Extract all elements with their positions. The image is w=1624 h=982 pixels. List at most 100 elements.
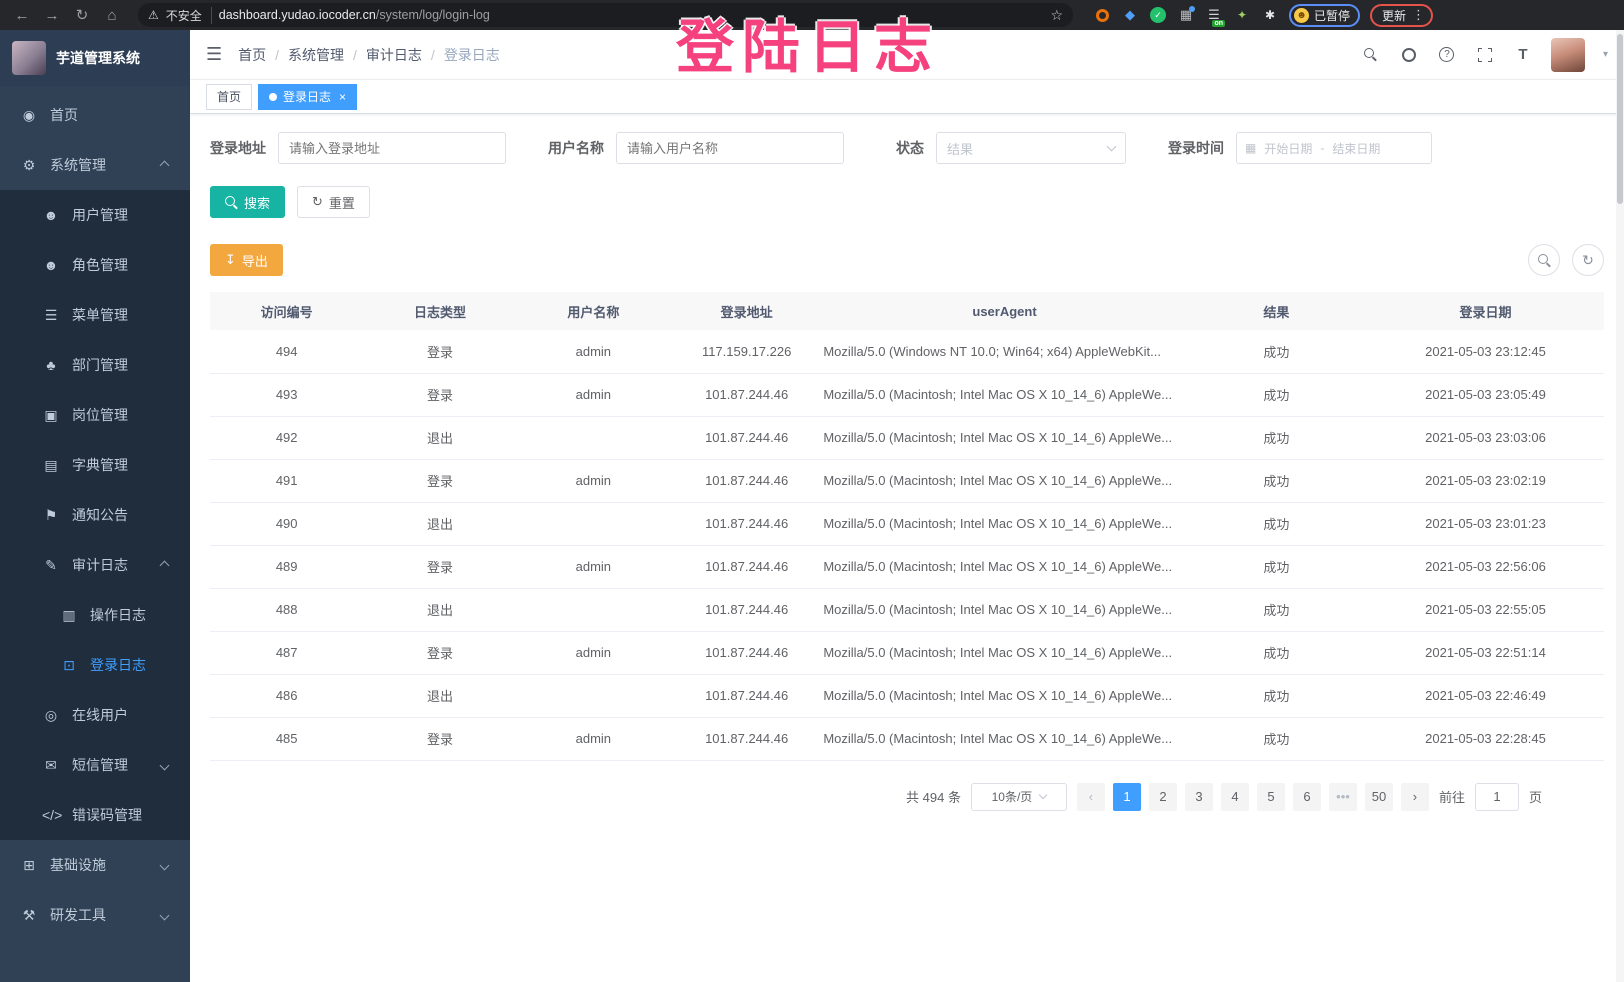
sidebar-item-audit-log[interactable]: ✎ 审计日志 [0, 540, 190, 590]
breadcrumb-item[interactable]: 审计日志 [365, 46, 422, 63]
goto-suffix: 页 [1528, 790, 1542, 805]
github-icon[interactable] [1399, 45, 1419, 65]
table-cell: 成功 [1185, 545, 1367, 589]
table-cell: admin [516, 631, 670, 675]
search-button[interactable]: 搜索 [210, 186, 286, 218]
tab-home[interactable]: 首页 [206, 83, 253, 110]
post-badge-icon: ▣ [44, 406, 58, 423]
sidebar-item-error-code-management[interactable]: </> 错误码管理 [0, 790, 190, 840]
fullscreen-icon[interactable] [1475, 45, 1495, 65]
sidebar-item-notice-announcement[interactable]: ⚑ 通知公告 [0, 490, 190, 540]
help-icon[interactable]: ? [1437, 45, 1457, 65]
table-cell: 101.87.244.46 [669, 588, 824, 632]
table-cell: 登录 [363, 330, 517, 374]
update-button[interactable]: 更新 ⋮ [1370, 3, 1434, 27]
extension-grid-icon[interactable]: ▦ [1177, 6, 1195, 24]
sidebar-item-user-management[interactable]: ☻ 用户管理 [0, 190, 190, 240]
user-avatar[interactable] [1550, 37, 1585, 72]
table-cell: Mozilla/5.0 (Macintosh; Intel Mac OS X 1… [823, 459, 1186, 503]
status-label: 状态 [896, 140, 924, 156]
breadcrumb-item: 登录日志 [443, 46, 500, 63]
bookmark-star-icon[interactable]: ☆ [1050, 6, 1063, 23]
reset-button[interactable]: ↻ 重置 [297, 186, 370, 218]
table-cell: 登录 [363, 717, 517, 761]
page-size-select[interactable]: 10条/页 [970, 782, 1067, 811]
page-ellipsis[interactable]: ••• [1328, 782, 1357, 811]
page-button-1[interactable]: 1 [1112, 782, 1141, 811]
sidebar-item-menu-management[interactable]: ☰ 菜单管理 [0, 290, 190, 340]
table-row: 491 登录 admin 101.87.244.46 Mozilla/5.0 (Maci… [210, 459, 1604, 503]
url-text[interactable]: dashboard.yudao.iocoder.cn/system/log/lo… [219, 8, 1044, 22]
tab-close-icon[interactable]: × [339, 89, 347, 104]
sidebar-item-label: 登录日志 [90, 657, 146, 673]
sidebar-item-dev-tools[interactable]: ⚒ 研发工具 [0, 890, 190, 940]
sidebar-item-login-log[interactable]: ⊡ 登录日志 [0, 640, 190, 690]
status-select[interactable]: 结果 [936, 132, 1126, 164]
security-label[interactable]: 不安全 [166, 6, 212, 24]
login-address-input[interactable] [278, 132, 506, 164]
breadcrumb-item[interactable]: 首页 [238, 46, 267, 63]
reload-icon[interactable]: ↻ [75, 7, 89, 24]
address-bar[interactable]: ⚠ 不安全 dashboard.yudao.iocoder.cn/system/… [138, 3, 1073, 27]
username-input[interactable] [616, 132, 844, 164]
refresh-table-button[interactable]: ↻ [1572, 244, 1604, 276]
home-icon[interactable]: ⌂ [107, 6, 117, 24]
sidebar-item-home[interactable]: ◉ 首页 [0, 90, 190, 140]
page-scrollbar[interactable] [1616, 30, 1624, 982]
sidebar-item-operation-log[interactable]: ▥ 操作日志 [0, 590, 190, 640]
goto-page-input[interactable] [1474, 782, 1519, 811]
sidebar-item-system-management[interactable]: ⚙ 系统管理 [0, 140, 190, 190]
forward-icon[interactable]: → [44, 6, 60, 24]
table-cell: 485 [210, 717, 364, 761]
extension-orange-icon[interactable] [1093, 6, 1111, 24]
sidebar-item-role-management[interactable]: ☻ 角色管理 [0, 240, 190, 290]
sidebar-item-sms-management[interactable]: ✉ 短信管理 [0, 740, 190, 790]
page-button-4[interactable]: 4 [1220, 782, 1249, 811]
date-range-picker[interactable]: ▦ 开始日期 - 结束日期 [1236, 132, 1432, 164]
user-icon: ☻ [43, 207, 59, 223]
extension-leaf-icon[interactable]: ✦ [1236, 8, 1248, 22]
sidebar-item-dept-management[interactable]: ♣ 部门管理 [0, 340, 190, 390]
column-header: 登录地址 [669, 292, 824, 330]
export-button[interactable]: ↧ 导出 [210, 244, 283, 276]
table-row: 486 退出 101.87.244.46 Mozilla/5.0 (Macintosh… [210, 674, 1604, 718]
column-header: 用户名称 [516, 292, 670, 330]
table-cell: 登录 [363, 545, 517, 589]
search-icon[interactable] [1361, 45, 1381, 65]
page-button-5[interactable]: 5 [1256, 782, 1285, 811]
table-cell [516, 416, 670, 460]
page-button-6[interactable]: 6 [1292, 782, 1321, 811]
sidebar-item-post-management[interactable]: ▣ 岗位管理 [0, 390, 190, 440]
kebab-menu-icon[interactable]: ⋮ [1412, 7, 1426, 22]
caret-down-icon[interactable]: ▾ [1602, 49, 1608, 60]
table-cell: admin [516, 545, 670, 589]
search-icon [1537, 253, 1551, 267]
operation-log-icon: ▥ [62, 606, 76, 623]
extension-green-icon[interactable]: ✓ [1149, 6, 1167, 24]
font-size-icon[interactable]: T [1518, 46, 1528, 63]
hamburger-icon[interactable]: ☰ [206, 44, 223, 64]
sidebar-item-label: 岗位管理 [72, 407, 128, 423]
table-cell: 2021-05-03 23:01:23 [1366, 502, 1604, 546]
table-cell: 2021-05-03 23:12:45 [1366, 330, 1604, 374]
prev-page-button[interactable]: ‹ [1076, 782, 1105, 811]
extension-list-icon[interactable]: ☰ on [1208, 7, 1225, 27]
sidebar-item-dict-management[interactable]: ▤ 字典管理 [0, 440, 190, 490]
sidebar-item-infrastructure[interactable]: ⊞ 基础设施 [0, 840, 190, 890]
next-page-button[interactable]: › [1400, 782, 1429, 811]
breadcrumb-item[interactable]: 系统管理 [288, 46, 345, 63]
page-button-50[interactable]: 50 [1364, 782, 1393, 811]
error-code-icon: </> [42, 807, 63, 823]
page-button-2[interactable]: 2 [1148, 782, 1177, 811]
page-button-3[interactable]: 3 [1184, 782, 1213, 811]
sidebar-item-online-users[interactable]: ◎ 在线用户 [0, 690, 190, 740]
scrollbar-thumb[interactable] [1617, 34, 1623, 204]
sms-icon: ✉ [45, 756, 57, 773]
back-icon[interactable]: ← [14, 6, 30, 24]
extension-gem-icon[interactable]: ◆ [1125, 7, 1135, 22]
paused-badge[interactable]: ☻ 已暂停 [1289, 3, 1361, 27]
extensions-puzzle-icon[interactable]: ✱ [1264, 8, 1276, 22]
tab-login-log[interactable]: 登录日志 × [258, 83, 358, 110]
toggle-search-button[interactable] [1528, 244, 1560, 276]
